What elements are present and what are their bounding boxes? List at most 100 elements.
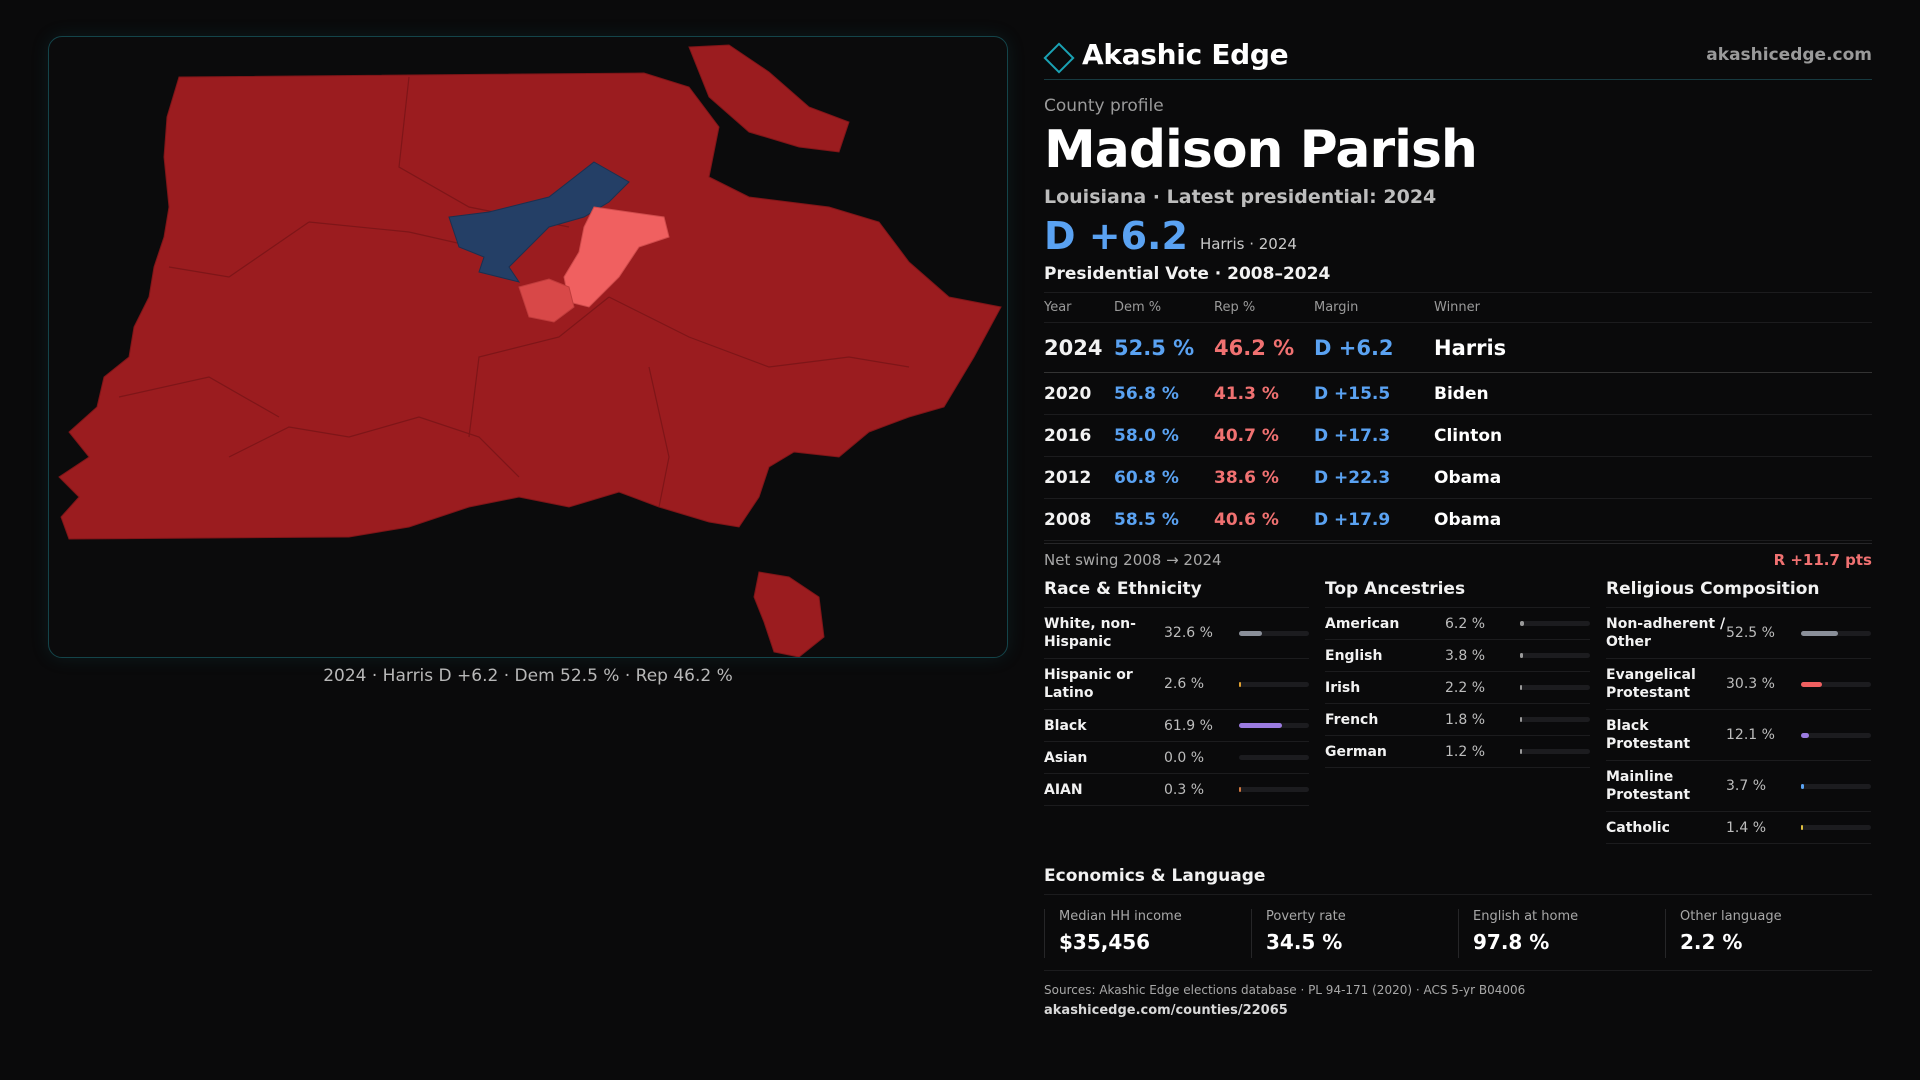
year-cell: 2012 — [1044, 467, 1092, 488]
table-row: 2016 58.0 % 40.7 % D +17.3 Clinton — [1044, 415, 1872, 458]
margin-cell: D +6.2 — [1314, 335, 1394, 360]
share-bar-fill — [1520, 717, 1523, 723]
item-label: White, non-Hispanic — [1044, 615, 1136, 651]
dem-cell: 52.5 % — [1114, 335, 1195, 360]
margin-cell: D +22.3 — [1314, 467, 1391, 488]
headline-note: Harris · 2024 — [1199, 235, 1297, 254]
item-label: Irish — [1325, 679, 1361, 696]
map-region-rep[interactable] — [688, 44, 850, 153]
list-item: Evangelical Protestant 30.3 % — [1606, 659, 1871, 711]
stat-value: 34.5 % — [1266, 930, 1343, 955]
economics-title: Economics & Language — [1044, 866, 1872, 896]
item-percent: 12.1 % — [1726, 727, 1775, 744]
item-label: Non-adherent / Other — [1606, 615, 1726, 651]
share-bar — [1239, 681, 1309, 687]
list-item: German 1.2 % — [1325, 736, 1590, 769]
headline-margin: D +6.2 — [1044, 214, 1188, 259]
list-item: Black Protestant 12.1 % — [1606, 710, 1871, 762]
year-cell: 2016 — [1044, 425, 1092, 446]
county-url-link[interactable]: akashicedge.com/counties/22065 — [1044, 1003, 1288, 1019]
ancestries-panel: Top Ancestries American 6.2 % English 3.8 %… — [1325, 579, 1590, 844]
demographics-section: Race & Ethnicity White, non-Hispanic 32.6… — [1044, 579, 1872, 845]
share-bar-fill — [1801, 825, 1804, 831]
share-bar-fill — [1801, 783, 1804, 789]
map-caption: 2024 · Harris D +6.2 · Dem 52.5 % · Rep … — [323, 666, 733, 686]
item-percent: 30.3 % — [1726, 676, 1775, 693]
share-bar — [1801, 681, 1871, 687]
share-bar-fill — [1520, 749, 1523, 755]
precinct-map-svg — [58, 44, 1002, 657]
table-row: 2024 52.5 % 46.2 % D +6.2 Harris — [1044, 323, 1872, 374]
list-item: Hispanic or Latino 2.6 % — [1044, 659, 1309, 711]
stat-value: 97.8 % — [1473, 930, 1550, 955]
share-bar — [1239, 787, 1309, 793]
item-label: Evangelical Protestant — [1606, 666, 1696, 702]
presidential-table-body: 2024 52.5 % 46.2 % D +6.2 Harris 2020 56.8 % 41… — [1044, 323, 1872, 542]
share-bar — [1801, 825, 1871, 831]
religion-title: Religious Composition — [1606, 579, 1871, 609]
stat-label: Poverty rate — [1266, 909, 1346, 925]
stat-label: Other language — [1680, 909, 1782, 925]
map-region-lean-rep[interactable] — [563, 206, 670, 308]
stat-card: English at home 97.8 % — [1458, 909, 1665, 959]
share-bar — [1520, 749, 1590, 755]
county-subtitle: Louisiana · Latest presidential: 2024 — [1044, 186, 1437, 209]
col-header-rep: Rep % — [1214, 300, 1256, 316]
ancestry-list: American 6.2 % English 3.8 % Irish 2.2 % Frenc… — [1325, 608, 1590, 769]
share-bar-fill — [1239, 681, 1242, 687]
net-swing-label: Net swing 2008 → 2024 — [1044, 550, 1222, 569]
map-region-dem[interactable] — [448, 161, 630, 283]
share-bar-fill — [1520, 621, 1525, 627]
map-region-rep[interactable] — [753, 571, 825, 657]
brand-url-link[interactable]: akashicedge.com — [1706, 44, 1872, 65]
brand-header: Akashic Edge akashicedge.com — [1043, 30, 1872, 80]
item-label: Asian — [1044, 749, 1088, 766]
race-list: White, non-Hispanic 32.6 % Hispanic or Lat… — [1044, 608, 1309, 807]
list-item: Mainline Protestant 3.7 % — [1606, 761, 1871, 813]
winner-cell: Biden — [1434, 383, 1489, 404]
list-item: Irish 2.2 % — [1325, 672, 1590, 705]
year-cell: 2008 — [1044, 509, 1092, 530]
item-percent: 1.2 % — [1445, 743, 1486, 760]
item-label: English — [1325, 647, 1383, 664]
list-item: American 6.2 % — [1325, 608, 1590, 641]
share-bar — [1520, 621, 1590, 627]
item-label: American — [1325, 615, 1400, 632]
map-region-lean-rep[interactable] — [518, 278, 575, 323]
share-bar — [1239, 755, 1309, 761]
share-bar-fill — [1801, 732, 1810, 738]
item-label: Black — [1044, 717, 1087, 734]
ancestries-title: Top Ancestries — [1325, 579, 1590, 609]
share-bar-fill — [1239, 787, 1242, 793]
net-swing-value: R +11.7 pts — [1773, 550, 1872, 569]
col-header-winner: Winner — [1434, 300, 1481, 316]
dem-cell: 58.0 % — [1114, 425, 1179, 446]
item-percent: 3.8 % — [1445, 647, 1486, 664]
winner-cell: Obama — [1434, 509, 1502, 530]
rep-cell: 40.6 % — [1214, 509, 1279, 530]
item-label: Hispanic or Latino — [1044, 666, 1133, 702]
share-bar — [1801, 732, 1871, 738]
item-percent: 2.2 % — [1445, 679, 1486, 696]
list-item: Catholic 1.4 % — [1606, 812, 1871, 845]
stat-card: Poverty rate 34.5 % — [1251, 909, 1458, 959]
county-map[interactable] — [48, 36, 1008, 658]
item-percent: 2.6 % — [1164, 676, 1205, 693]
share-bar-fill — [1520, 685, 1523, 691]
religion-panel: Religious Composition Non-adherent / Oth… — [1606, 579, 1871, 845]
share-bar-fill — [1801, 630, 1838, 636]
table-row: 2012 60.8 % 38.6 % D +22.3 Obama — [1044, 457, 1872, 500]
table-row: 2008 58.5 % 40.6 % D +17.9 Obama — [1044, 499, 1872, 542]
headline-margin-row: D +6.2 Harris · 2024 — [1044, 214, 1872, 258]
net-swing-row: Net swing 2008 → 2024 R +11.7 pts — [1044, 543, 1872, 575]
stat-value: $35,456 — [1059, 930, 1151, 955]
list-item: Non-adherent / Other 52.5 % — [1606, 608, 1871, 660]
item-label: German — [1325, 743, 1387, 760]
item-percent: 32.6 % — [1164, 625, 1213, 642]
item-label: AIAN — [1044, 781, 1083, 798]
winner-cell: Obama — [1434, 467, 1502, 488]
item-percent: 1.8 % — [1445, 711, 1486, 728]
race-ethnicity-title: Race & Ethnicity — [1044, 579, 1309, 609]
item-label: French — [1325, 711, 1379, 728]
list-item: Asian 0.0 % — [1044, 742, 1309, 775]
